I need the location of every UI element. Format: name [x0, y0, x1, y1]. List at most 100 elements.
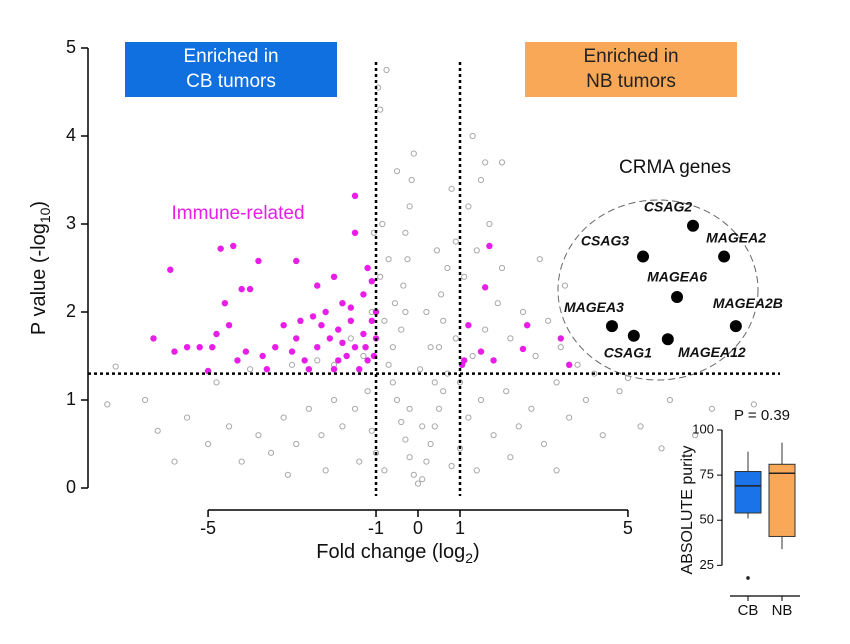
point: [658, 445, 665, 452]
y-axis-title-text: P value (-log: [28, 223, 50, 335]
inset-y-tick-label: 50: [700, 512, 714, 527]
point: [246, 366, 254, 373]
outlier: [746, 576, 750, 580]
point: [326, 335, 334, 342]
point: [230, 242, 237, 250]
banner: [125, 42, 337, 97]
point: [183, 414, 191, 421]
point: [482, 159, 489, 166]
point: [301, 357, 308, 364]
x-tick-label: -5: [200, 518, 216, 538]
point: [561, 282, 569, 289]
point: [150, 335, 157, 342]
point: [204, 440, 212, 448]
point: [288, 348, 296, 355]
point: [246, 285, 254, 293]
crma-title: CRMA genes: [619, 157, 731, 178]
point: [389, 344, 396, 351]
x-tick-label: 5: [623, 518, 633, 538]
point: [490, 432, 497, 439]
point: [515, 423, 522, 430]
point: [402, 229, 409, 236]
point: [393, 396, 401, 404]
banner-text: NB tumors: [586, 71, 676, 92]
point: [339, 300, 346, 307]
point: [221, 300, 229, 307]
point: [351, 192, 359, 200]
point: [692, 432, 699, 439]
point: [448, 185, 455, 192]
point: [536, 256, 543, 263]
point: [242, 348, 250, 355]
point: [351, 344, 359, 351]
point: [293, 335, 300, 342]
x-axis-title-text: Fold change (log: [316, 541, 465, 563]
point: [448, 462, 455, 470]
point: [406, 454, 413, 461]
y-tick-label: 0: [66, 477, 76, 497]
point: [381, 317, 388, 324]
point: [532, 352, 539, 360]
point: [708, 405, 716, 412]
point: [383, 66, 390, 74]
point: [435, 344, 443, 351]
point: [314, 282, 321, 289]
box: [768, 463, 796, 537]
gene-label: CSAG1: [604, 344, 652, 360]
point: [477, 396, 485, 404]
point: [419, 476, 426, 483]
point: [461, 273, 468, 280]
crma-point: [687, 219, 700, 232]
point: [280, 414, 287, 421]
point: [599, 432, 606, 439]
inset-y-title: ABSOLUTE purity: [679, 446, 696, 575]
y-tick-label: 2: [66, 301, 76, 321]
inset-annotation: P = 0.39: [734, 407, 790, 424]
point: [213, 379, 220, 386]
point: [404, 256, 411, 263]
point: [272, 344, 279, 351]
point: [372, 449, 380, 456]
point: [398, 418, 405, 426]
point: [293, 440, 300, 448]
point: [385, 361, 392, 368]
point: [217, 245, 224, 252]
point: [452, 238, 459, 245]
point: [368, 427, 375, 434]
point: [435, 405, 443, 412]
point: [360, 330, 367, 338]
point: [234, 357, 241, 364]
point: [225, 423, 233, 430]
point: [616, 388, 623, 395]
point: [318, 432, 325, 439]
point: [280, 322, 287, 329]
point: [362, 344, 369, 351]
point: [402, 308, 409, 316]
y-tick-label: 4: [66, 125, 76, 145]
point: [213, 330, 220, 338]
point: [486, 242, 493, 250]
point: [351, 229, 359, 236]
point: [523, 322, 531, 329]
point: [503, 388, 510, 395]
point: [293, 257, 300, 265]
gene-label: MAGEA2: [706, 229, 766, 245]
point: [238, 458, 245, 465]
point: [410, 150, 417, 157]
point: [267, 449, 275, 456]
point: [440, 388, 447, 395]
point: [417, 366, 424, 373]
point: [255, 432, 262, 439]
inset-y-tick-label: 25: [700, 557, 714, 572]
crma-point: [605, 320, 618, 333]
point: [519, 345, 527, 353]
point: [372, 308, 380, 316]
point: [154, 427, 161, 434]
gene-label: CSAG2: [644, 198, 692, 214]
x-axis-title-end: ): [473, 541, 480, 563]
point: [528, 405, 535, 412]
point: [406, 203, 413, 210]
crma-point: [637, 250, 650, 263]
point: [364, 388, 371, 395]
x-tick-label: 0: [413, 518, 423, 538]
